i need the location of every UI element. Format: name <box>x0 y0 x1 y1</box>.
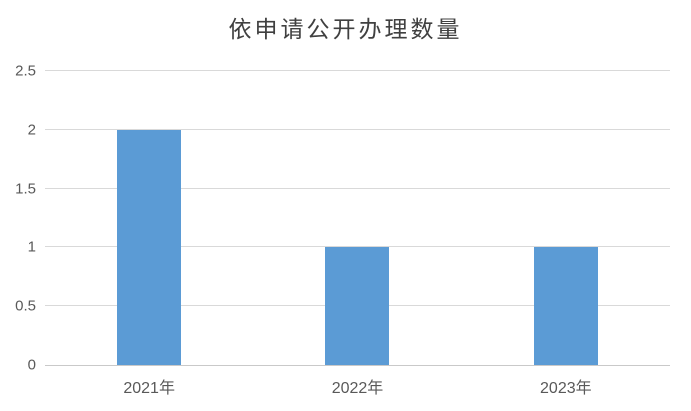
bar-cell <box>253 71 461 365</box>
gridline <box>45 246 670 248</box>
y-tick-label: 2.5 <box>15 62 36 80</box>
bar-2023年 <box>533 247 598 365</box>
x-tick-label: 2023年 <box>540 380 592 397</box>
y-tick-label: 1.5 <box>15 180 36 198</box>
plot-area <box>45 70 670 366</box>
y-tick-label: 1 <box>27 238 36 256</box>
bar-cell <box>45 71 253 365</box>
y-tick-label: 0 <box>27 356 36 374</box>
x-axis: 2021年 2022年 2023年 <box>45 374 670 398</box>
bar-2021年 <box>117 129 182 365</box>
gridline <box>45 70 670 71</box>
bar-2022年 <box>325 247 390 365</box>
x-tick-label: 2021年 <box>123 380 175 397</box>
chart-title: 依申请公开办理数量 <box>228 17 463 42</box>
gridline <box>45 187 670 189</box>
x-tick-label: 2022年 <box>331 380 384 397</box>
y-axis: 0 0.5 1 1.5 2 2.5 <box>0 64 36 373</box>
y-tick-label: 2 <box>27 121 36 139</box>
gridline <box>45 128 670 130</box>
y-tick-label: 0.5 <box>15 297 36 315</box>
bar-cell <box>462 71 670 365</box>
bar-series <box>45 71 670 365</box>
